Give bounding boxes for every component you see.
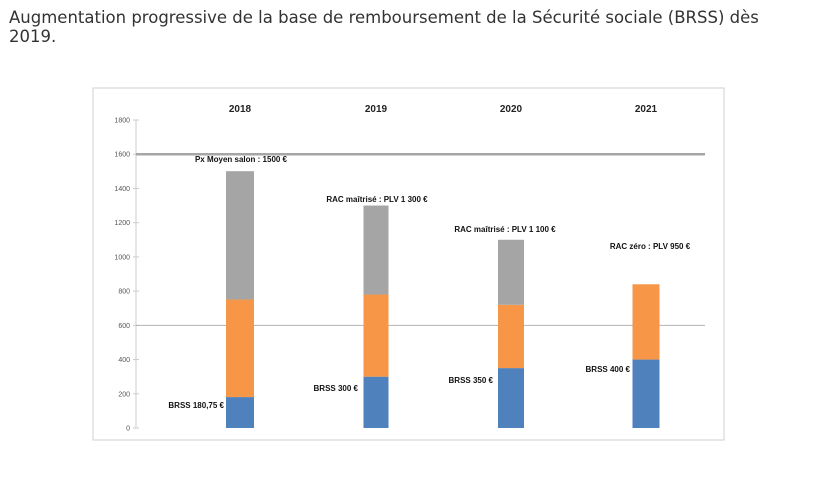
y-tick-labels: 0 200 400 600 800 1000 1200 1400 1600 1800 xyxy=(114,118,139,433)
base-annotation: BRSS 180,75 € xyxy=(168,401,224,410)
bar-segment xyxy=(226,299,254,398)
year-label: 2020 xyxy=(500,104,523,115)
chart-frame xyxy=(92,87,725,441)
y-tick-label: 800 xyxy=(118,289,130,296)
bar-segment xyxy=(632,284,660,360)
bar-segment xyxy=(498,239,524,305)
base-annotation: BRSS 350 € xyxy=(449,376,494,385)
base-annotation: BRSS 300 € xyxy=(314,384,359,393)
year-labels: 2018 2019 2020 2021 xyxy=(229,104,658,115)
bar-segment xyxy=(226,171,254,300)
y-tick-label: 1600 xyxy=(114,152,130,159)
annotations: Px Moyen salon : 1500 € RAC maîtrisé : PL… xyxy=(168,155,690,410)
top-annotation: Px Moyen salon : 1500 € xyxy=(195,155,288,164)
bar-segment xyxy=(632,359,660,428)
y-tick-label: 1000 xyxy=(114,254,130,261)
y-tick-label: 1200 xyxy=(114,220,130,227)
year-label: 2021 xyxy=(635,104,658,115)
bar-segment xyxy=(363,376,389,428)
page-title: Augmentation progressive de la base de r… xyxy=(9,8,759,46)
y-tick-label: 200 xyxy=(118,391,130,398)
top-annotation: RAC maîtrisé : PLV 1 300 € xyxy=(326,195,428,204)
y-tick-label: 600 xyxy=(118,323,130,330)
top-annotation: RAC zéro : PLV 950 € xyxy=(610,242,691,251)
top-annotation: RAC maîtrisé : PLV 1 100 € xyxy=(454,225,556,234)
year-label: 2019 xyxy=(365,104,388,115)
bars xyxy=(226,171,660,428)
bar-segment xyxy=(498,368,524,428)
bar-segment xyxy=(363,205,389,295)
bar-segment xyxy=(226,397,254,428)
y-tick-label: 1400 xyxy=(114,186,130,193)
bar-segment xyxy=(363,294,389,377)
year-label: 2018 xyxy=(229,104,252,115)
y-tick-label: 1800 xyxy=(114,118,130,125)
y-tick-label: 400 xyxy=(118,357,130,364)
bar-segment xyxy=(498,304,524,369)
y-tick-label: 0 xyxy=(126,426,130,433)
base-annotation: BRSS 400 € xyxy=(586,365,631,374)
